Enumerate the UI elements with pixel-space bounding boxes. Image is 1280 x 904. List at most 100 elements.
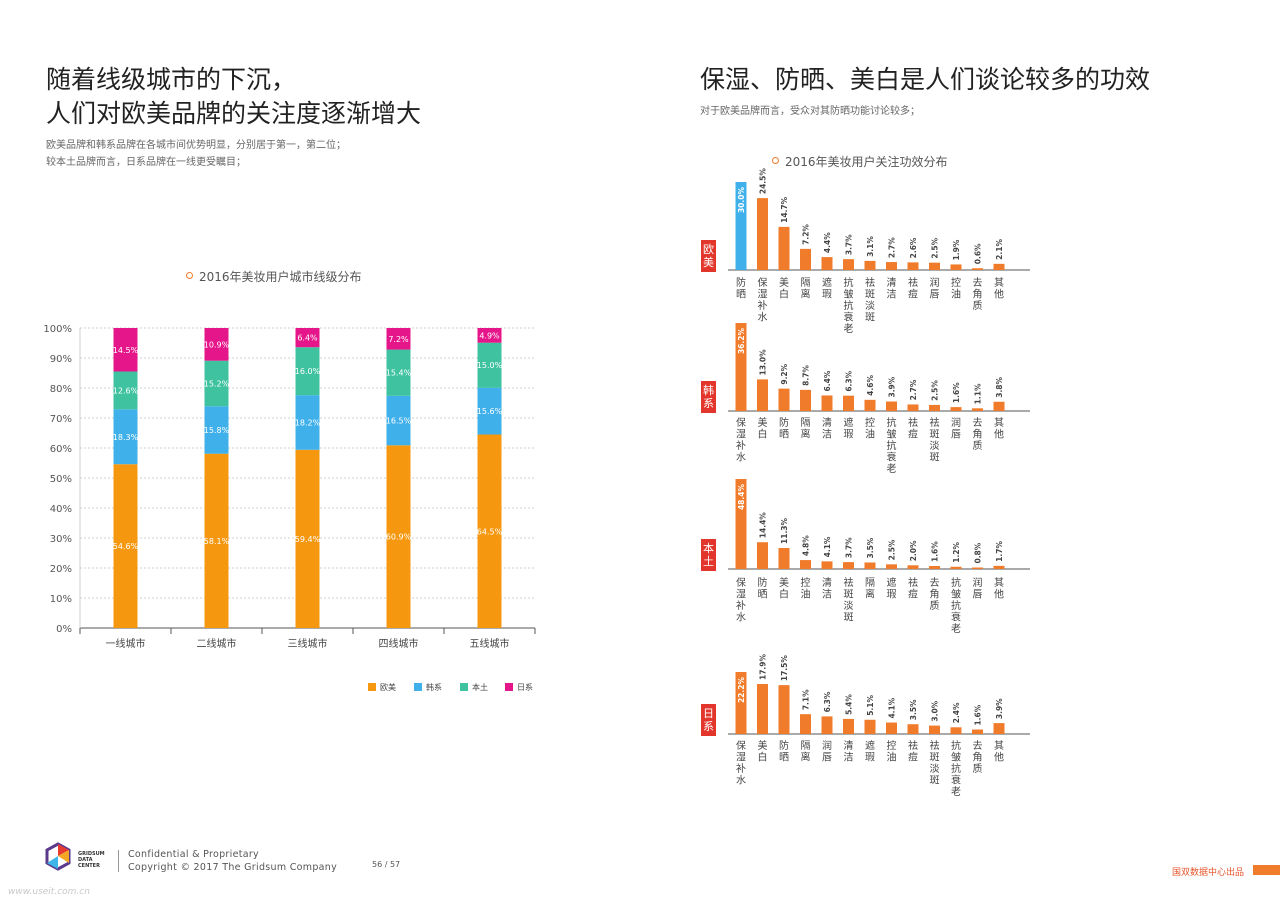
category-label: 遮瑕 — [822, 276, 832, 301]
bar-value-label: 2.7% — [888, 237, 897, 258]
stacked-bar-segment — [477, 434, 502, 628]
bar — [950, 727, 962, 734]
category-label: 美白 — [758, 416, 768, 441]
y-tick-label: 50% — [50, 474, 72, 485]
category-label: 去角质 — [973, 417, 983, 452]
bar-value-label: 13.0% — [759, 349, 768, 376]
category-label: 祛斑淡斑 — [865, 276, 875, 324]
bar-value-label: 3.5% — [866, 537, 875, 558]
category-label: 润唇 — [930, 276, 940, 301]
stacked-bar-segment — [204, 406, 229, 454]
bar-value-label: 3.9% — [995, 698, 1004, 719]
bar — [821, 395, 833, 411]
stacked-bar-segment — [477, 342, 502, 388]
bar-value-label: 4.4% — [823, 232, 832, 253]
panel-tag-char: 日 — [703, 707, 714, 720]
bar — [950, 264, 962, 270]
bar — [972, 729, 983, 734]
category-label: 遮瑕 — [887, 576, 897, 601]
bar — [800, 248, 811, 270]
right-title: 保湿、防晒、美白是人们谈论较多的功效 — [700, 65, 1151, 94]
bar-value-label: 1.7% — [995, 541, 1004, 562]
logo-line2: DATA — [78, 857, 93, 863]
bar-value-label: 6.4% — [823, 370, 832, 391]
bar — [972, 408, 983, 411]
bar-value-label: 2.5% — [931, 237, 940, 258]
panel-tag — [701, 240, 716, 272]
bar — [800, 714, 811, 734]
category-label: 祛痘 — [908, 276, 918, 301]
bar — [778, 388, 790, 411]
bar-value-label: 3.5% — [909, 699, 918, 720]
bar-value-label: 9.2% — [780, 363, 789, 384]
bar — [972, 268, 983, 270]
bar — [864, 399, 876, 411]
bar-value-label: 4.8% — [802, 535, 811, 556]
bar — [757, 379, 768, 411]
stacked-bar-segment — [386, 445, 411, 628]
x-category-label: 五线城市 — [470, 637, 510, 650]
bar-value-label: 3.8% — [995, 376, 1004, 397]
panel-tag-char: 系 — [703, 720, 714, 733]
stacked-bar-segment — [113, 371, 138, 410]
legend-swatch — [505, 683, 513, 691]
category-label: 防晒 — [736, 276, 746, 301]
segment-value-label: 64.5% — [477, 527, 503, 536]
right-subtitle: 对于欧美品牌而言，受众对其防晒功能讨论较多； — [700, 106, 920, 117]
bar — [886, 401, 897, 411]
category-label: 其他 — [994, 417, 1004, 441]
x-category-label: 一线城市 — [106, 637, 146, 650]
bar — [993, 401, 1005, 411]
category-label: 保湿补水 — [736, 576, 746, 624]
y-tick-label: 10% — [50, 594, 72, 605]
bar — [757, 684, 768, 734]
bar-value-label: 14.4% — [759, 512, 768, 539]
category-label: 祛痘 — [908, 576, 918, 601]
footer-legal: Confidential & Proprietary Copyright © 2… — [128, 848, 337, 874]
bar — [757, 542, 768, 569]
y-tick-label: 70% — [50, 414, 72, 425]
bar-value-label: 4.6% — [866, 375, 875, 396]
legend-swatch — [460, 683, 468, 691]
bar — [800, 560, 811, 569]
stacked-bar-segment — [295, 395, 320, 450]
bar — [821, 257, 833, 270]
bar — [907, 262, 919, 270]
category-label: 祛斑淡斑 — [844, 576, 854, 624]
bar — [735, 479, 747, 569]
category-label: 清洁 — [887, 276, 897, 301]
stacked-bar-segment — [295, 328, 320, 348]
legend-swatch — [414, 683, 422, 691]
bar-value-label: 6.3% — [845, 370, 854, 391]
bar-value-label: 4.1% — [823, 536, 832, 557]
panel-tag-char: 欧 — [703, 243, 714, 256]
bar-value-label: 2.5% — [931, 380, 940, 401]
bar — [993, 723, 1005, 734]
category-label: 控油 — [865, 416, 875, 441]
brand-bar — [1253, 865, 1280, 875]
bar-value-label: 24.5% — [759, 168, 768, 195]
bar — [735, 182, 747, 270]
stacked-bar-segment — [295, 347, 320, 396]
stacked-bar-segment — [386, 349, 411, 396]
category-label: 去角质 — [973, 740, 983, 775]
bar-value-label: 2.5% — [888, 539, 897, 560]
bar-value-label: 0.6% — [974, 243, 983, 264]
bar — [907, 724, 919, 734]
bar — [757, 198, 768, 270]
segment-value-label: 7.2% — [388, 335, 409, 344]
bar — [907, 404, 919, 411]
stacked-bar-segment — [477, 387, 502, 435]
category-label: 防晒 — [758, 576, 768, 601]
segment-value-label: 18.3% — [113, 433, 139, 442]
bar-value-label: 22.2% — [737, 677, 746, 704]
bar-value-label: 2.1% — [995, 239, 1004, 260]
left-chart-title-text: 2016年美妆用户城市线级分布 — [199, 270, 362, 284]
bar-value-label: 2.0% — [909, 540, 918, 561]
logo-line1: GRIDSUM — [78, 851, 105, 857]
category-label: 祛痘 — [908, 739, 918, 764]
category-label: 控油 — [801, 576, 811, 601]
bar-value-label: 0.8% — [974, 542, 983, 563]
segment-value-label: 14.5% — [113, 346, 139, 355]
